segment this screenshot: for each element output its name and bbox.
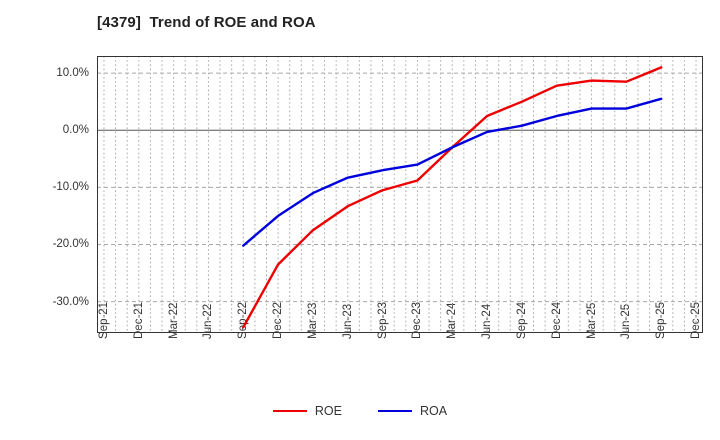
y-axis-tick-label: -10.0%: [52, 181, 89, 194]
legend-label: ROA: [420, 404, 448, 418]
y-axis-tick-label: 10.0%: [56, 67, 89, 80]
legend-line-swatch: [272, 410, 307, 412]
chart-title: [4379] Trend of ROE and ROA: [97, 14, 316, 31]
y-axis-tick-label: -30.0%: [52, 295, 89, 308]
series-line-roa: [242, 97, 663, 247]
legend-item-roe[interactable]: ROE: [272, 404, 342, 418]
legend-label: ROE: [314, 404, 342, 418]
y-axis-tick-label: -20.0%: [52, 238, 89, 251]
legend-line-swatch: [378, 410, 412, 412]
plot-area: [97, 56, 703, 333]
legend-item-roa[interactable]: ROA: [378, 404, 447, 418]
chart-legend: ROE ROA: [0, 404, 720, 418]
plot-svg: [97, 56, 703, 333]
plot-border: [97, 56, 703, 333]
y-axis-tick-label: 0.0%: [62, 124, 89, 137]
